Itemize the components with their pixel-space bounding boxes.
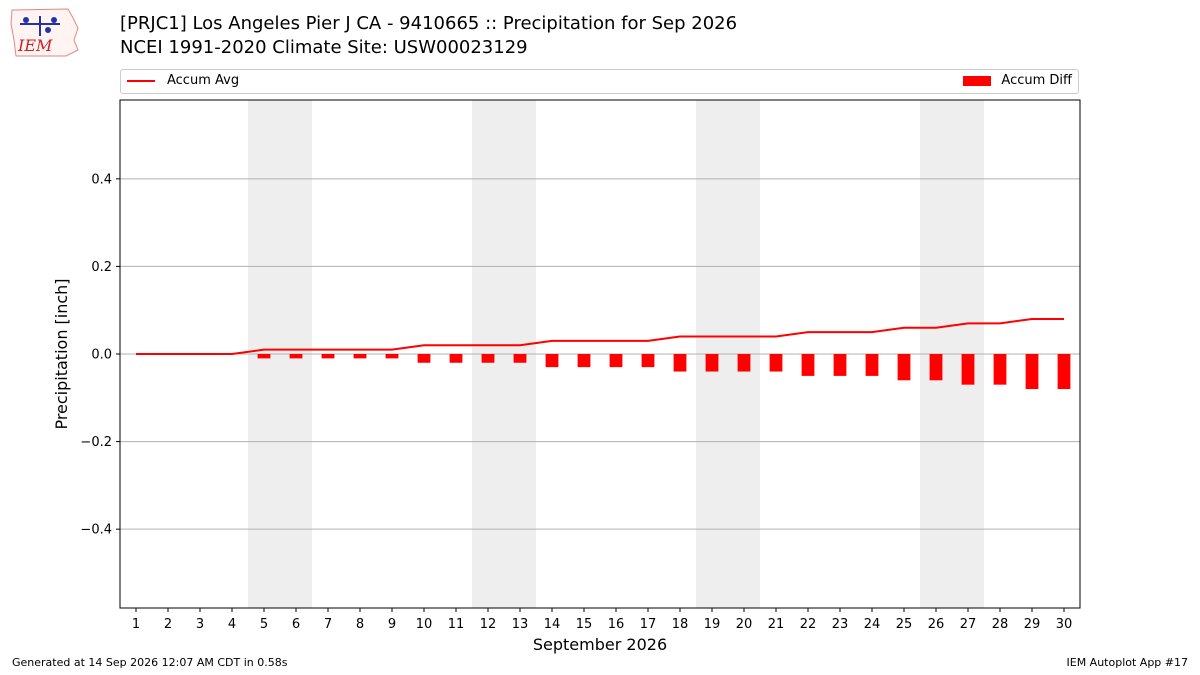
y-tick-label: 0.0 [91,348,112,363]
x-tick-label: 12 [480,617,497,632]
x-tick-label: 23 [832,617,849,632]
y-tick-label: 0.4 [91,172,112,187]
diff-bar-day-24 [865,354,879,376]
footer-generated-text: Generated at 14 Sep 2026 12:07 AM CDT in… [12,656,288,669]
legend-label-accum-diff: Accum Diff [1001,73,1072,88]
x-tick-label: 2 [164,617,172,632]
x-tick-label: 17 [640,617,657,632]
legend-label-accum-avg: Accum Avg [167,73,240,88]
diff-bar-day-10 [417,354,431,363]
x-tick-label: 29 [1024,617,1041,632]
y-tick-label: −0.4 [80,523,112,538]
footer-app-text: IEM Autoplot App #17 [1066,656,1189,669]
accum-avg-line [136,317,1064,355]
x-tick-label: 18 [672,617,689,632]
diff-bar-day-6 [289,354,303,359]
diff-bar-day-5 [257,354,271,359]
x-tick-label: 26 [928,617,945,632]
diff-bar-day-18 [673,354,687,372]
legend-item-accum-avg: Accum Avg [127,73,239,88]
x-tick-label: 8 [356,617,364,632]
diff-bar-day-13 [513,354,527,363]
x-tick-label: 10 [416,617,433,632]
diff-bar-day-11 [449,354,463,363]
diff-bar-day-30 [1057,354,1071,390]
chart-title: [PRJC1] Los Angeles Pier J CA - 9410665 … [120,13,738,34]
diff-bar-day-7 [321,354,335,359]
chart-subtitle: NCEI 1991-2020 Climate Site: USW00023129 [120,37,528,58]
diff-bar-day-28 [993,354,1007,385]
x-tick-label: 16 [608,617,625,632]
x-tick-label: 14 [544,617,561,632]
y-tick-label: −0.2 [80,435,112,450]
x-tick-label: 3 [196,617,204,632]
x-tick-label: 11 [448,617,465,632]
x-tick-label: 25 [896,617,913,632]
y-axis-label: Precipitation [inch] [52,278,71,429]
diff-bar-day-21 [769,354,783,372]
diff-bar-day-25 [897,354,911,381]
iem-logo-graphic: IEM [10,8,79,57]
x-tick-label: 7 [324,617,332,632]
x-tick-label: 19 [704,617,721,632]
diff-bar-day-17 [641,354,655,368]
x-tick-label: 27 [960,617,977,632]
x-tick-label: 24 [864,617,881,632]
diff-bar-day-14 [545,354,559,368]
diff-bar-day-26 [929,354,943,381]
diff-bar-day-15 [577,354,591,368]
diff-bar-day-29 [1025,354,1039,390]
x-tick-label: 20 [736,617,753,632]
legend: Accum Avg Accum Diff [120,69,1079,94]
diff-bar-day-8 [353,354,367,359]
legend-line-swatch [127,79,155,82]
x-tick-label: 4 [228,617,236,632]
diff-bar-day-22 [801,354,815,376]
plot-frame [119,99,1081,609]
y-tick-label: 0.2 [91,260,112,275]
x-tick-label: 30 [1056,617,1073,632]
logo-text: IEM [17,36,53,55]
x-tick-label: 28 [992,617,1009,632]
x-tick-label: 6 [292,617,300,632]
x-tick-label: 21 [768,617,785,632]
x-tick-label: 13 [512,617,529,632]
x-tick-label: 1 [132,617,140,632]
diff-bar-day-27 [961,354,975,385]
legend-item-accum-diff: Accum Diff [963,73,1072,88]
x-tick-label: 5 [260,617,268,632]
iem-logo: IEM [8,6,80,58]
diff-bar-day-19 [705,354,719,372]
x-tick-label: 9 [388,617,396,632]
diff-bar-day-23 [833,354,847,376]
diff-bar-day-16 [609,354,623,368]
diff-bar-day-20 [737,354,751,372]
x-axis-label: September 2026 [533,635,667,654]
x-tick-label: 22 [800,617,817,632]
legend-bar-swatch [963,75,992,86]
diff-bar-day-12 [481,354,495,363]
diff-bar-day-9 [385,354,399,359]
x-tick-label: 15 [576,617,593,632]
